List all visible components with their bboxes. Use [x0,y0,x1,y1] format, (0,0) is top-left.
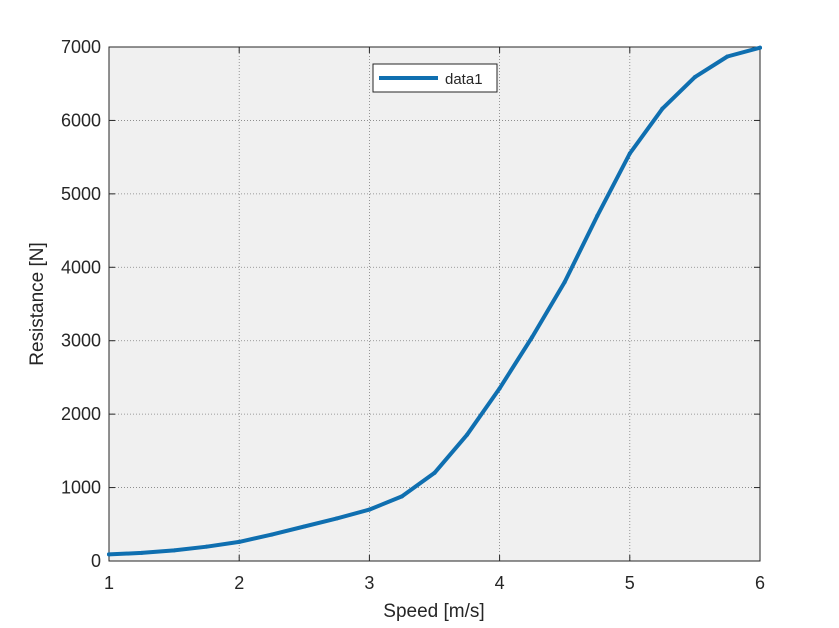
y-tick-label: 2000 [61,404,101,424]
plot-frame [108,46,761,562]
data-point [237,539,242,544]
y-tick-label: 7000 [61,37,101,57]
data-point [334,516,339,521]
x-tick-label: 3 [364,573,374,593]
y-tick-label: 3000 [61,331,101,351]
data-point [497,386,502,391]
data-point [302,524,307,529]
data-point [692,75,697,80]
x-tick-labels: 1 2 3 4 5 6 [104,573,765,593]
x-tick-label: 1 [104,573,114,593]
data-point [660,106,665,111]
data-point [562,279,567,284]
y-tick-label: 4000 [61,257,101,277]
y-tick-label: 1000 [61,478,101,498]
data-point [432,470,437,475]
y-tick-label: 6000 [61,110,101,130]
data-point [204,544,209,549]
plot-area [109,47,760,561]
data-point [367,507,372,512]
legend: data1 [372,63,498,93]
x-tick-label: 2 [234,573,244,593]
x-tick-label: 6 [755,573,765,593]
data-point [595,213,600,218]
data-point [725,54,730,59]
data-point [269,532,274,537]
data-point [530,335,535,340]
grid-lines [109,47,760,561]
data-point [139,550,144,555]
legend-label: data1 [445,71,483,88]
x-tick-label: 5 [625,573,635,593]
data-point [399,494,404,499]
y-tick-label: 5000 [61,184,101,204]
y-tick-labels: 0 1000 2000 3000 4000 5000 6000 7000 [61,37,101,571]
data-point [627,151,632,156]
data-point [172,548,177,553]
x-tick-label: 4 [495,573,505,593]
y-tick-label: 0 [91,551,101,571]
data-point [758,45,762,50]
x-axis-label: Speed [m/s] [383,601,484,622]
data-point [107,552,111,557]
data-point [465,432,470,437]
y-axis-label: Resistance [N] [27,242,48,366]
series-group [107,45,762,557]
axis-ticks [108,46,761,562]
